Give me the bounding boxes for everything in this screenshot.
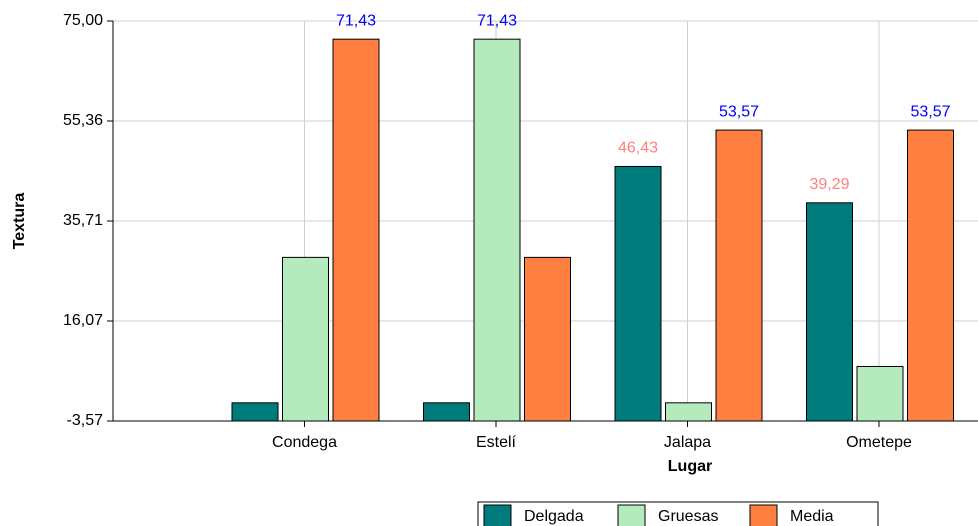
data-label: 46,43 xyxy=(618,140,658,157)
data-label: 71,43 xyxy=(477,12,517,29)
legend-box xyxy=(477,501,879,526)
bar xyxy=(715,129,763,422)
x-axis-title: Lugar xyxy=(668,458,712,475)
bar xyxy=(907,129,954,422)
y-axis-title: Textura xyxy=(11,193,28,250)
legend-label: Delgada xyxy=(524,508,584,525)
bar xyxy=(524,256,571,422)
bar xyxy=(473,38,521,422)
legend-swatch xyxy=(617,504,646,526)
bar xyxy=(856,365,904,422)
data-label: 53,57 xyxy=(719,103,759,120)
y-tick-label: 35,71 xyxy=(63,212,103,229)
legend-label: Gruesas xyxy=(658,508,718,525)
data-label: 53,57 xyxy=(910,103,950,120)
x-tick-label: Condega xyxy=(272,434,337,451)
data-label: 71,43 xyxy=(336,12,376,29)
bar xyxy=(614,165,662,422)
y-tick-label: 55,36 xyxy=(63,112,103,129)
x-tick-label: Estelí xyxy=(476,434,517,451)
bar xyxy=(282,256,329,422)
legend-swatch xyxy=(749,504,778,526)
y-tick-label: -3,57 xyxy=(67,412,104,429)
x-tick-label: Ometepe xyxy=(846,434,912,451)
y-tick-label: 75,00 xyxy=(63,12,103,29)
bar xyxy=(231,402,279,422)
y-tick-label: 16,07 xyxy=(63,312,103,329)
bar xyxy=(806,202,853,422)
bar xyxy=(665,402,712,422)
legend-swatch xyxy=(483,504,512,526)
bar xyxy=(332,38,380,422)
x-tick-label: Jalapa xyxy=(664,434,711,451)
data-label: 39,29 xyxy=(809,176,849,193)
bar xyxy=(423,402,470,422)
legend-label: Media xyxy=(790,508,834,525)
